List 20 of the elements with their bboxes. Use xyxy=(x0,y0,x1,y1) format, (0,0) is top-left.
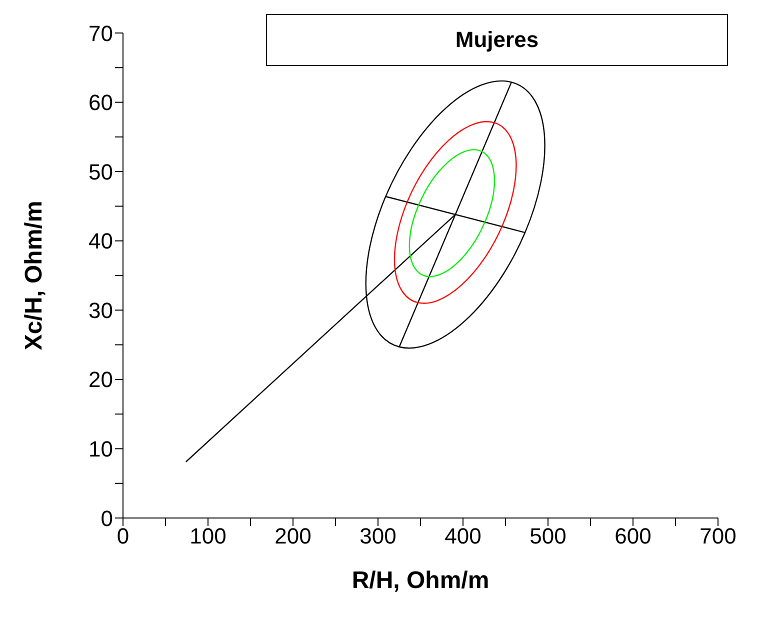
x-tick-label: 300 xyxy=(360,524,396,549)
y-tick-label: 40 xyxy=(88,228,113,254)
x-tick-label: 200 xyxy=(274,524,312,549)
y-tick-label: 20 xyxy=(88,367,113,392)
y-tick-label: 10 xyxy=(88,436,113,462)
y-tick-label: 50 xyxy=(88,159,113,184)
x-axis-title: R/H, Ohm/m xyxy=(352,567,490,594)
y-tick-label: 60 xyxy=(88,90,113,116)
y-tick-label: 0 xyxy=(100,506,113,531)
y-tick-label: 30 xyxy=(88,298,113,323)
x-tick-label: 100 xyxy=(190,524,226,549)
x-tick-label: 500 xyxy=(530,524,566,549)
x-tick-label: 400 xyxy=(444,524,482,549)
x-tick-label: 0 xyxy=(116,524,130,549)
title-frame: Mujeres xyxy=(266,14,728,66)
x-tick-label: 600 xyxy=(614,524,652,549)
chart-title: Mujeres xyxy=(455,27,539,53)
y-axis-title: Xc/H, Ohm/m xyxy=(20,200,48,350)
x-tick-label: 700 xyxy=(700,524,736,549)
y-tick-label: 70 xyxy=(88,20,113,46)
